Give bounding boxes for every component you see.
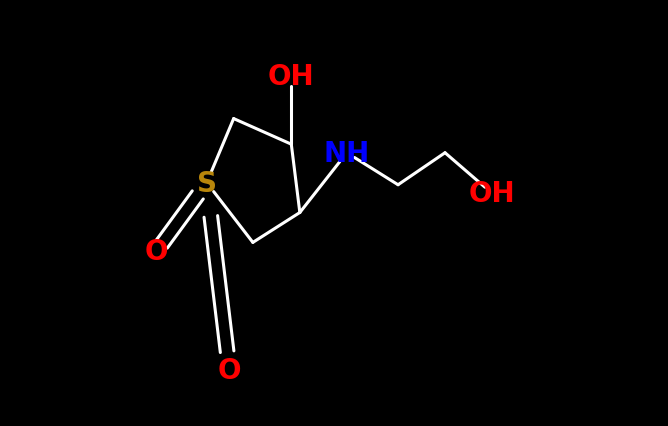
Text: O: O (145, 237, 168, 265)
Text: NH: NH (324, 139, 370, 167)
Text: S: S (197, 169, 216, 197)
Text: OH: OH (268, 63, 315, 91)
Text: OH: OH (469, 180, 515, 208)
Text: O: O (218, 357, 241, 385)
